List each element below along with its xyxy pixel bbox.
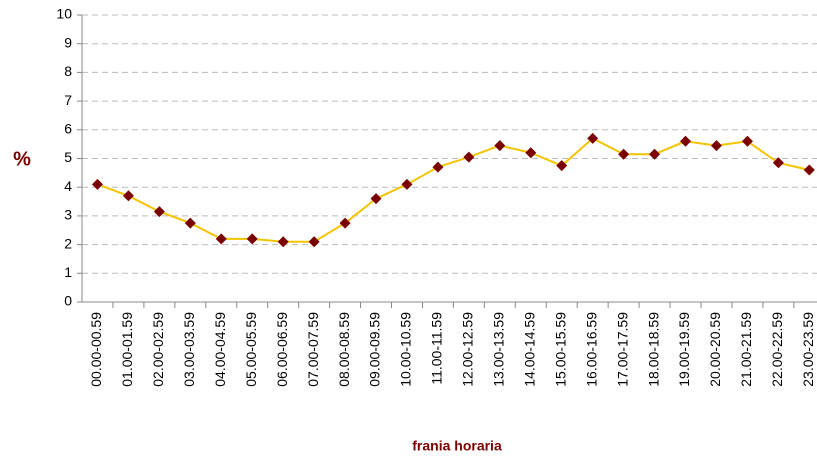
marker [153,206,165,218]
x-tick-label: 00.00-00.59 [88,312,104,387]
y-axis-title: % [13,148,31,170]
marker [556,160,568,172]
marker [277,236,289,248]
x-tick-label: 23.00-23.59 [800,312,816,387]
x-tick-label: 15.00-15.59 [552,312,568,387]
y-tick-label: 3 [64,207,72,223]
marker [122,190,134,202]
marker [432,161,444,173]
marker [710,140,722,152]
marker [525,147,537,159]
x-tick-label: 10.00-10.59 [398,312,414,387]
x-axis-title: frania horaria [412,438,502,454]
x-tick-label: 16.00-16.59 [583,312,599,387]
marker [649,148,661,160]
x-tick-label: 01.00-01.59 [119,312,135,387]
y-tick-label: 0 [64,293,72,309]
y-tick-label: 9 [64,34,72,50]
marker [339,217,351,229]
marker [91,178,103,190]
y-tick-label: 7 [64,92,72,108]
x-tick-label: 22.00-22.59 [769,312,785,387]
x-tick-label: 03.00-03.59 [181,312,197,387]
x-tick-label: 21.00-21.59 [738,312,754,387]
x-tick-label: 12.00-12.59 [460,312,476,387]
marker [308,236,320,248]
y-tick-label: 4 [64,178,72,194]
y-tick-label: 8 [64,63,72,79]
x-tick-label: 17.00-17.59 [614,312,630,387]
marker [618,148,630,160]
y-tick-label: 6 [64,121,72,137]
marker [370,193,382,205]
marker [772,157,784,169]
y-tick-label: 5 [64,149,72,165]
line [97,137,810,243]
marker [215,233,227,245]
marker [401,178,413,190]
marker [184,217,196,229]
marker [494,140,506,152]
x-tick-label: 05.00-05.59 [243,312,259,387]
marker [463,151,475,163]
marker [587,132,599,144]
y-tick-label: 10 [56,6,72,22]
marker [803,164,815,176]
y-tick-label: 1 [64,264,72,280]
x-tick-label: 11.00-11.59 [429,312,445,385]
x-tick-label: 07.00-07.59 [305,312,321,387]
x-tick-label: 20.00-20.59 [707,312,723,387]
x-tick-label: 08.00-08.59 [336,312,352,387]
x-tick-label: 09.00-09.59 [367,312,383,387]
marker [246,233,258,245]
marker [741,135,753,147]
x-tick-label: 19.00-19.59 [676,312,692,387]
x-tick-label: 18.00-18.59 [645,312,661,387]
x-tick-label: 06.00-06.59 [274,312,290,387]
x-tick-label: 14.00-14.59 [521,312,537,387]
x-tick-label: 02.00-02.59 [150,312,166,387]
x-tick-label: 13.00-13.59 [491,312,507,387]
y-tick-label: 2 [64,235,72,251]
x-tick-label: 04.00-04.59 [212,312,228,387]
marker [680,135,692,147]
